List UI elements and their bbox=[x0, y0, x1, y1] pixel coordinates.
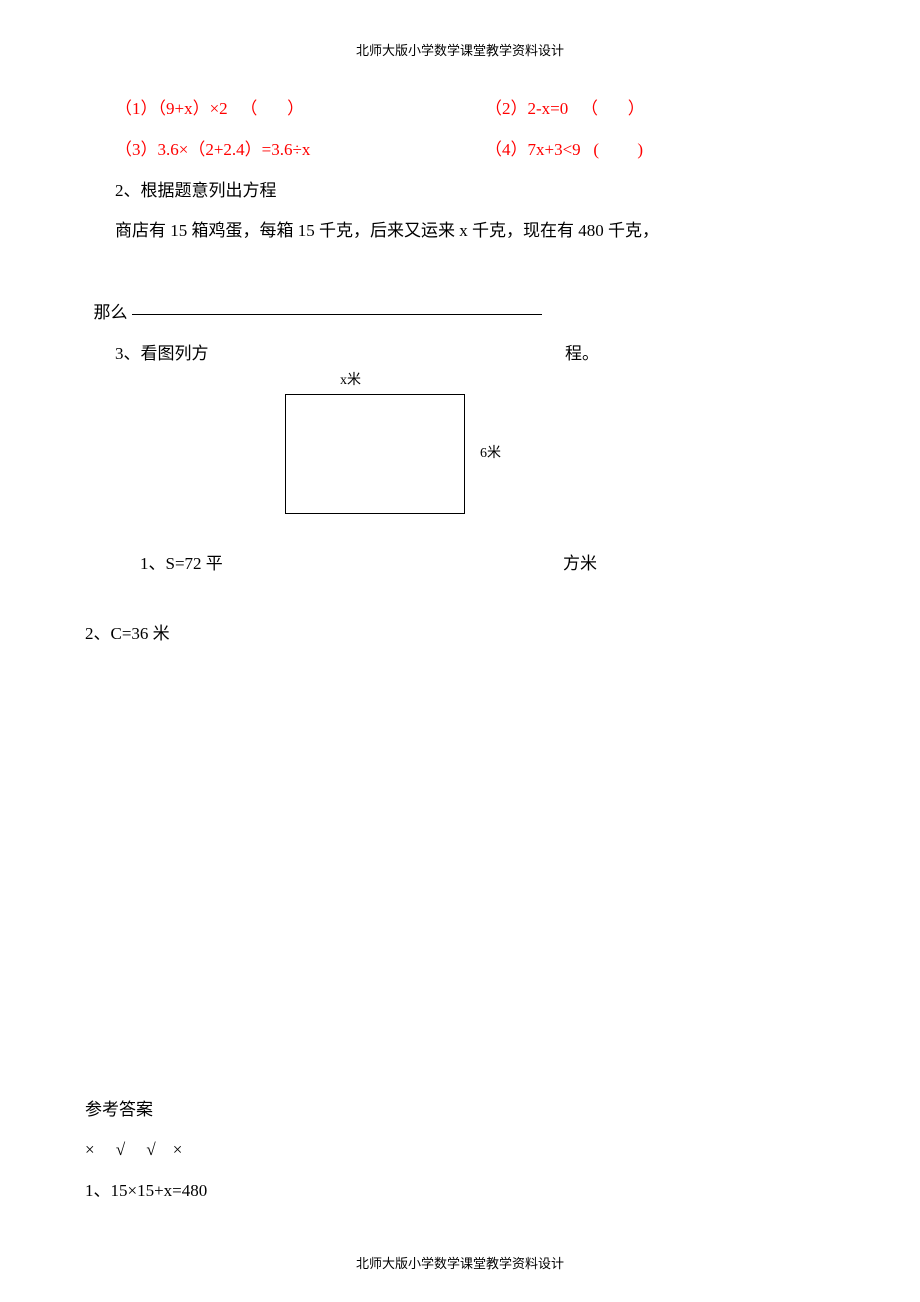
q2-title: 2、根据题意列出方程 bbox=[85, 171, 835, 212]
s-text: 1、S=72 平 bbox=[140, 549, 223, 574]
q2-text-prefix: 商店有 15 箱鸡蛋，每箱 15 千克，后来又运来 x 千克，现在有 480 千… bbox=[85, 211, 835, 252]
answer-1: 1、15×15+x=480 bbox=[85, 1171, 207, 1212]
answer-title: 参考答案 bbox=[85, 1090, 207, 1131]
six-label: 6米 bbox=[480, 442, 501, 462]
q3-title-right: 程。 bbox=[565, 334, 599, 375]
page-header: 北师大版小学数学课堂教学资料设计 bbox=[85, 40, 835, 59]
question-1-row-1: （1）（9+x）×2 （ ） （2）2-x=0 （ ） bbox=[85, 89, 835, 130]
c-text: 2、C=36 米 bbox=[85, 614, 835, 655]
q1-c: （3）3.6×（2+2.4）=3.6÷x bbox=[115, 130, 485, 171]
page-footer: 北师大版小学数学课堂教学资料设计 bbox=[0, 1253, 920, 1272]
q1-d: （4）7x+3<9 ( ) bbox=[485, 130, 835, 171]
q2-suffix: 那么 bbox=[94, 303, 128, 322]
q3-title-left: 3、看图列方 bbox=[115, 334, 209, 375]
x-label: x米 bbox=[340, 369, 361, 389]
q2-text-suffix-row: 那么 bbox=[85, 252, 835, 334]
q1-a: （1）（9+x）×2 （ ） bbox=[115, 89, 485, 130]
fm-text: 方米 bbox=[563, 549, 597, 574]
answer-marks: × √ √ × bbox=[85, 1130, 207, 1171]
q2-underline bbox=[132, 314, 542, 315]
question-1-row-2: （3）3.6×（2+2.4）=3.6÷x （4）7x+3<9 ( ) bbox=[85, 130, 835, 171]
q1-b: （2）2-x=0 （ ） bbox=[485, 89, 835, 130]
rectangle bbox=[285, 394, 465, 514]
q3-diagram: 3、看图列方 程。 x米 6米 1、S=72 平 方米 bbox=[85, 334, 835, 614]
answer-section: 参考答案 × √ √ × 1、15×15+x=480 bbox=[85, 1090, 207, 1212]
